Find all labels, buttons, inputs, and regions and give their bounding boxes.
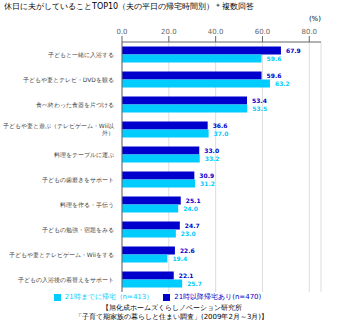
svg-text:子どもと一緒に入浴する: 子どもと一緒に入浴する <box>48 51 114 59</box>
svg-text:子どもや妻とテレビ・DVDを観る: 子どもや妻とテレビ・DVDを観る <box>23 76 114 83</box>
svg-text:25.7: 25.7 <box>187 280 202 287</box>
svg-text:22.6: 22.6 <box>180 247 195 254</box>
svg-text:59.6: 59.6 <box>267 55 282 62</box>
svg-text:63.2: 63.2 <box>275 80 290 87</box>
svg-text:53.4: 53.4 <box>252 97 267 104</box>
svg-text:23.0: 23.0 <box>181 230 196 237</box>
svg-text:31.2: 31.2 <box>200 180 215 187</box>
svg-text:33.2: 33.2 <box>205 155 220 162</box>
svg-text:0.0: 0.0 <box>116 28 127 36</box>
svg-text:59.6: 59.6 <box>267 72 282 79</box>
svg-text:30.9: 30.9 <box>199 172 214 179</box>
svg-text:子どもや妻と遊ぶ（テレビゲーム・Wii以外）: 子どもや妻と遊ぶ（テレビゲーム・Wii以外） <box>8 122 114 137</box>
html-text:【旭化成ホームズくらしノベーション研究所 「子育て期家族の暮: 【旭化成ホームズくらしノベーション研究所 「子育て期家族の暮らしと住まい調査」(… <box>74 304 269 321</box>
html-text:21時までに帰宅（n=413）: 21時までに帰宅（n=413） <box>64 293 154 301</box>
svg-text:子どもの歯磨きをサポート: 子どもの歯磨きをサポート <box>42 176 114 184</box>
svg-text:24.0: 24.0 <box>183 205 198 212</box>
svg-text:子どもの入浴後の着替えをサポート: 子どもの入浴後の着替えをサポート <box>18 276 114 283</box>
svg-text:19.4: 19.4 <box>172 255 187 262</box>
html-text:休日に夫がしていることTOP10（夫の平日の帰宅時間別）＊複: 休日に夫がしていることTOP10（夫の平日の帰宅時間別）＊複数回答 <box>4 2 255 11</box>
svg-text:53.5: 53.5 <box>252 105 267 112</box>
svg-text:37.0: 37.0 <box>214 130 229 137</box>
svg-text:食べ終わった食器を片づける: 食べ終わった食器を片づける <box>36 101 114 109</box>
svg-text:子どもや妻とテレビゲーム・Wiiをする: 子どもや妻とテレビゲーム・Wiiをする <box>9 251 114 259</box>
svg-text:60.0: 60.0 <box>255 28 271 36</box>
svg-text:子どもの勉強・宿題をみる: 子どもの勉強・宿題をみる <box>42 226 114 233</box>
svg-text:20.0: 20.0 <box>161 28 177 36</box>
svg-text:24.7: 24.7 <box>185 222 200 229</box>
svg-text:67.9: 67.9 <box>286 47 301 54</box>
svg-text:22.1: 22.1 <box>179 272 194 279</box>
html-text:21時以降帰宅あり(n=470): 21時以降帰宅あり(n=470) <box>174 293 262 301</box>
svg-text:36.6: 36.6 <box>213 122 228 129</box>
svg-text:料理をテーブルに運ぶ: 料理をテーブルに運ぶ <box>54 151 114 158</box>
svg-text:25.1: 25.1 <box>186 197 201 204</box>
svg-text:80.0: 80.0 <box>301 28 317 36</box>
svg-text:33.0: 33.0 <box>204 147 219 154</box>
svg-text:料理を作る・手伝う: 料理を作る・手伝う <box>60 201 114 209</box>
svg-text:40.0: 40.0 <box>208 28 224 36</box>
